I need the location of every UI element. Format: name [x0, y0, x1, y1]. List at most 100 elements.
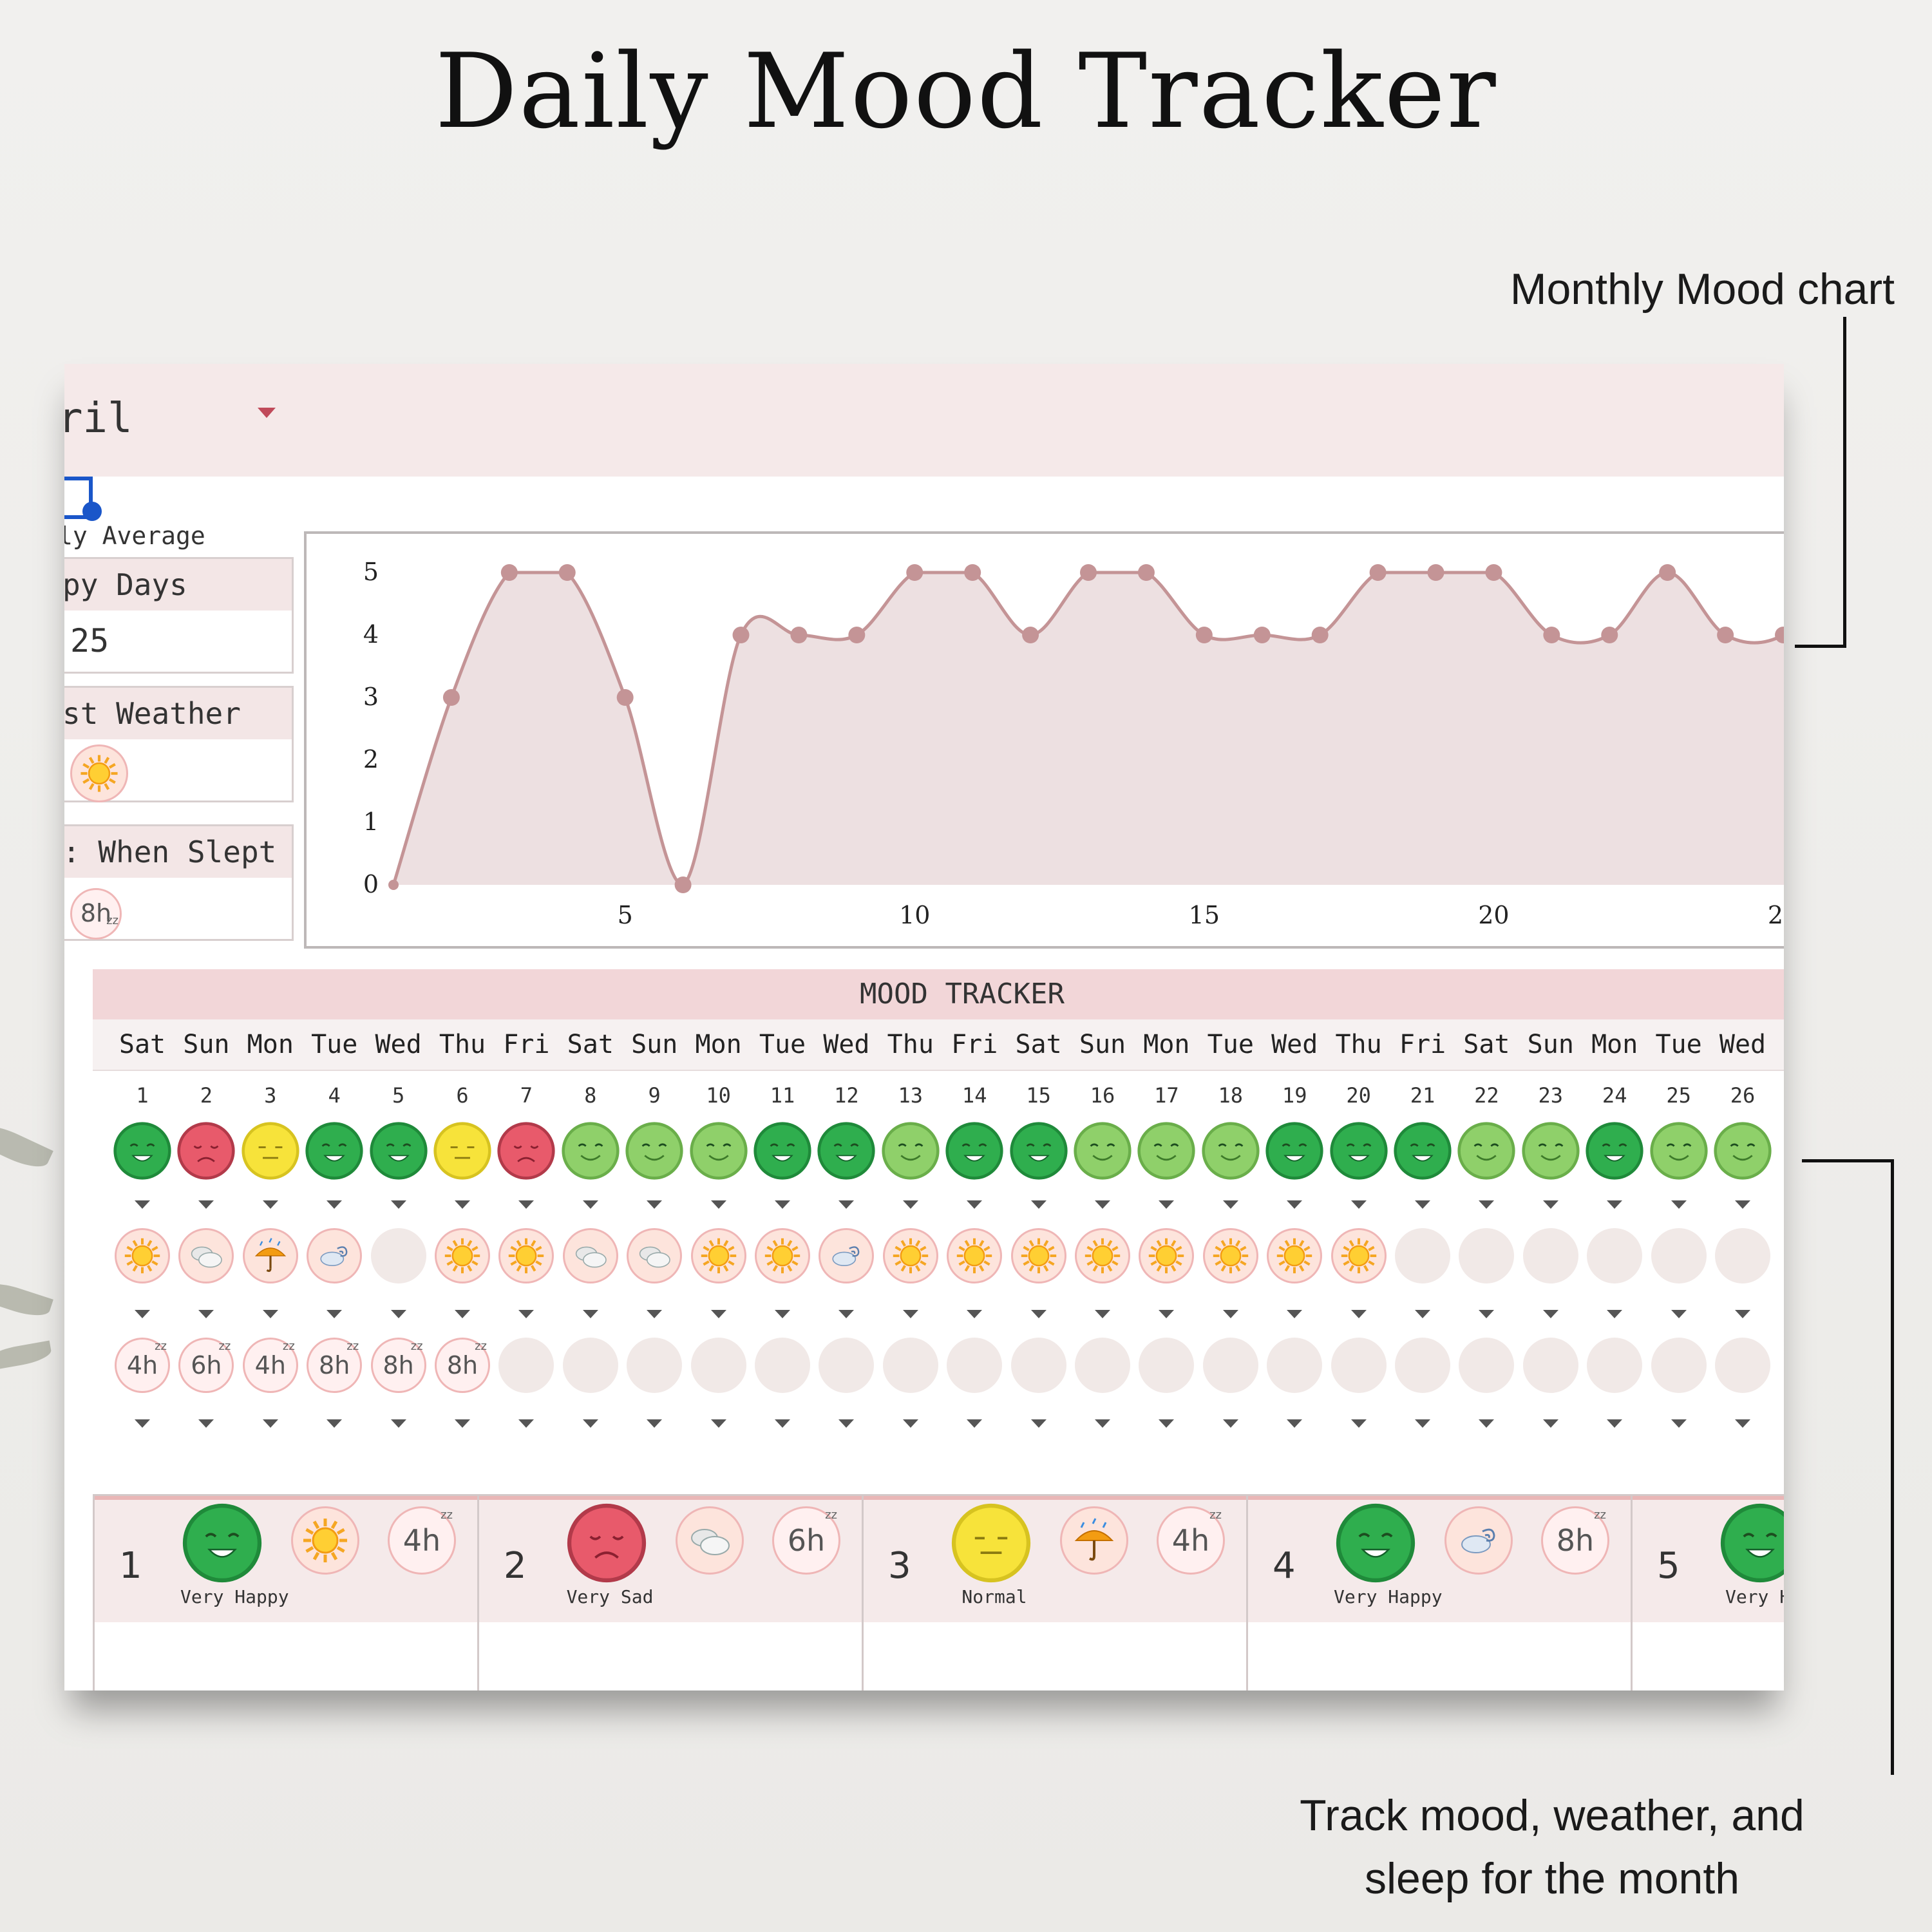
chevron-down-icon[interactable] — [1735, 1419, 1750, 1428]
chevron-down-icon[interactable] — [1607, 1419, 1623, 1428]
weather-empty-icon[interactable] — [370, 1228, 426, 1283]
chevron-down-icon[interactable] — [1287, 1200, 1303, 1209]
happy-face-icon[interactable] — [1137, 1121, 1196, 1180]
sleep-icon[interactable]: 8h zz — [435, 1338, 490, 1393]
sleep-icon[interactable] — [1202, 1338, 1258, 1393]
very-happy-face-icon[interactable] — [369, 1121, 428, 1180]
happy-face-icon[interactable] — [881, 1121, 940, 1180]
chevron-down-icon[interactable] — [518, 1200, 535, 1209]
chevron-down-icon[interactable] — [518, 1309, 535, 1318]
chevron-down-icon[interactable] — [390, 1200, 406, 1209]
chevron-down-icon[interactable] — [775, 1200, 790, 1209]
happy-face-icon[interactable] — [561, 1121, 620, 1180]
happy-face-icon[interactable] — [1521, 1121, 1580, 1180]
chevron-down-icon[interactable] — [1159, 1309, 1175, 1318]
chevron-down-icon[interactable] — [838, 1309, 855, 1318]
very-happy-face-icon[interactable] — [305, 1121, 364, 1180]
chevron-down-icon[interactable] — [198, 1309, 214, 1318]
day-card-3[interactable]: 3 4h zz Normal — [862, 1494, 1252, 1690]
chevron-down-icon[interactable] — [1222, 1419, 1238, 1428]
chevron-down-icon[interactable] — [1607, 1309, 1623, 1318]
chevron-down-icon[interactable] — [1671, 1309, 1687, 1318]
month-dropdown-arrow[interactable] — [258, 408, 276, 418]
sun-icon[interactable] — [435, 1228, 490, 1283]
sleep-icon[interactable] — [947, 1338, 1003, 1393]
sleep-icon[interactable]: 4h zz — [115, 1338, 170, 1393]
sleep-icon[interactable] — [627, 1338, 683, 1393]
chevron-down-icon[interactable] — [1479, 1419, 1495, 1428]
weather-empty-icon[interactable] — [1395, 1228, 1450, 1283]
sun-icon[interactable] — [755, 1228, 810, 1283]
sun-icon[interactable] — [1010, 1228, 1066, 1283]
chevron-down-icon[interactable] — [1671, 1200, 1687, 1209]
happy-face-icon[interactable] — [1073, 1121, 1132, 1180]
very-happy-face-icon[interactable] — [1329, 1121, 1388, 1180]
sleep-icon[interactable] — [1651, 1338, 1707, 1393]
chevron-down-icon[interactable] — [1415, 1200, 1430, 1209]
chevron-down-icon[interactable] — [1350, 1309, 1367, 1318]
normal-face-icon[interactable] — [433, 1121, 492, 1180]
sun-icon[interactable] — [1331, 1228, 1387, 1283]
sleep-icon[interactable] — [1267, 1338, 1323, 1393]
chevron-down-icon[interactable] — [1030, 1419, 1046, 1428]
chevron-down-icon[interactable] — [1030, 1200, 1046, 1209]
chevron-down-icon[interactable] — [262, 1309, 278, 1318]
sun-icon[interactable] — [947, 1228, 1003, 1283]
sleep-icon[interactable]: 8h zz — [307, 1338, 363, 1393]
day-card-2[interactable]: 2 6h zz Very Sad — [477, 1494, 867, 1690]
chevron-down-icon[interactable] — [902, 1419, 918, 1428]
chevron-down-icon[interactable] — [1287, 1309, 1303, 1318]
chevron-down-icon[interactable] — [1222, 1200, 1238, 1209]
very-happy-face-icon[interactable] — [1265, 1121, 1324, 1180]
weather-empty-icon[interactable] — [1522, 1228, 1578, 1283]
sleep-icon[interactable] — [1395, 1338, 1450, 1393]
chevron-down-icon[interactable] — [1350, 1419, 1367, 1428]
chevron-down-icon[interactable] — [135, 1200, 150, 1209]
sleep-icon[interactable] — [819, 1338, 875, 1393]
happy-face-icon[interactable] — [625, 1121, 684, 1180]
chevron-down-icon[interactable] — [902, 1200, 918, 1209]
chevron-down-icon[interactable] — [455, 1200, 470, 1209]
chevron-down-icon[interactable] — [647, 1419, 663, 1428]
chevron-down-icon[interactable] — [390, 1419, 406, 1428]
chevron-down-icon[interactable] — [1607, 1200, 1623, 1209]
chevron-down-icon[interactable] — [1542, 1309, 1558, 1318]
chevron-down-icon[interactable] — [1030, 1309, 1046, 1318]
very-happy-face-icon[interactable] — [753, 1121, 812, 1180]
chevron-down-icon[interactable] — [710, 1200, 726, 1209]
weather-empty-icon[interactable] — [1715, 1228, 1770, 1283]
happy-face-icon[interactable] — [1457, 1121, 1516, 1180]
happy-face-icon[interactable] — [1649, 1121, 1709, 1180]
chevron-down-icon[interactable] — [1542, 1419, 1558, 1428]
very-happy-face-icon[interactable] — [945, 1121, 1004, 1180]
chevron-down-icon[interactable] — [327, 1419, 343, 1428]
very-happy-face-icon[interactable] — [1009, 1121, 1068, 1180]
month-select-value[interactable]: ril — [64, 395, 133, 442]
sleep-icon[interactable] — [1459, 1338, 1515, 1393]
cloud-icon[interactable] — [178, 1228, 234, 1283]
chevron-down-icon[interactable] — [710, 1419, 726, 1428]
chevron-down-icon[interactable] — [582, 1309, 598, 1318]
sun-icon[interactable] — [1267, 1228, 1323, 1283]
chevron-down-icon[interactable] — [1735, 1200, 1750, 1209]
sleep-icon[interactable] — [562, 1338, 618, 1393]
very-happy-face-icon[interactable] — [817, 1121, 876, 1180]
chevron-down-icon[interactable] — [455, 1309, 470, 1318]
sleep-icon[interactable] — [1522, 1338, 1578, 1393]
chevron-down-icon[interactable] — [135, 1419, 150, 1428]
chevron-down-icon[interactable] — [198, 1200, 214, 1209]
chevron-down-icon[interactable] — [1415, 1419, 1430, 1428]
chevron-down-icon[interactable] — [327, 1200, 343, 1209]
sun-icon[interactable] — [1075, 1228, 1130, 1283]
weather-empty-icon[interactable] — [1651, 1228, 1707, 1283]
chevron-down-icon[interactable] — [1350, 1200, 1367, 1209]
very-happy-face-icon[interactable] — [1585, 1121, 1644, 1180]
chevron-down-icon[interactable] — [1222, 1309, 1238, 1318]
day-card-1[interactable]: 1 4h zz Very Happy — [93, 1494, 483, 1690]
day-card-5[interactable]: 5 Very Ha — [1631, 1494, 1784, 1690]
chevron-down-icon[interactable] — [967, 1419, 983, 1428]
happy-face-icon[interactable] — [689, 1121, 748, 1180]
sleep-icon[interactable] — [498, 1338, 554, 1393]
sleep-icon[interactable] — [882, 1338, 938, 1393]
wind-cloud-icon[interactable] — [819, 1228, 875, 1283]
